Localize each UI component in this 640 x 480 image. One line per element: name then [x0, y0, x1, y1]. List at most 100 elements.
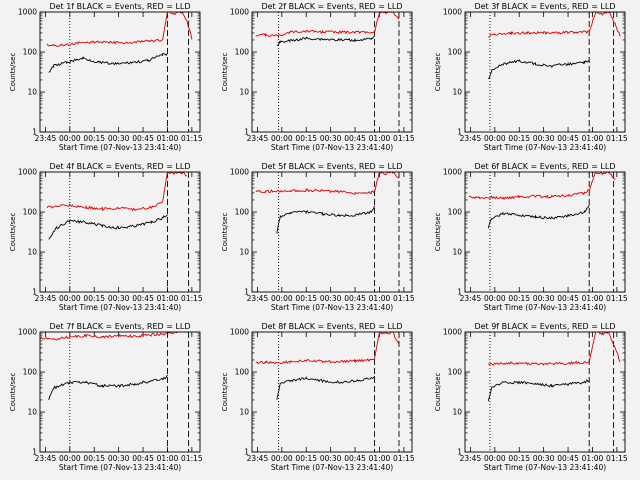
y-tick-label: 1 [32, 448, 37, 457]
x-tick-label: 01:00 [582, 134, 604, 143]
y-tick-label: 100 [23, 368, 38, 377]
y-tick-label: 1000 [230, 8, 249, 17]
events-rate-line [276, 35, 375, 47]
x-tick-label: 01:15 [606, 294, 628, 303]
x-tick-label: 00:30 [320, 454, 342, 463]
x-tick-label: 01:15 [606, 454, 628, 463]
events-rate-line [487, 58, 590, 80]
chart-title: Det 8f BLACK = Events, RED = LLD [261, 322, 402, 331]
plot-area [255, 332, 400, 452]
x-tick-label: 01:15 [606, 134, 628, 143]
plot-frame [464, 171, 626, 293]
x-tick-label: 00:15 [83, 454, 105, 463]
x-tick-label: 00:45 [344, 294, 366, 303]
lld-rate-line [488, 332, 621, 366]
x-axis-label: Start Time (07-Nov-13 23:41:40) [271, 303, 393, 312]
y-axis-label: Counts/sec [221, 373, 229, 412]
x-tick-label: 00:45 [557, 134, 579, 143]
y-tick-label: 10 [452, 88, 462, 97]
x-tick-label: 23:45 [247, 294, 269, 303]
lld-rate-line [46, 172, 188, 212]
x-tick-label: 00:15 [295, 134, 317, 143]
events-rate-line [487, 204, 590, 229]
x-tick-label: 01:00 [369, 454, 391, 463]
chart-title: Det 7f BLACK = Events, RED = LLD [49, 322, 190, 331]
plot-frame [251, 331, 413, 453]
plot-area [468, 172, 616, 292]
x-tick-label: 23:45 [247, 134, 269, 143]
detector-chart-7: Det 7f BLACK = Events, RED = LLD Counts/s… [9, 322, 203, 472]
x-tick-label: 00:00 [484, 294, 506, 303]
x-tick-label: 00:45 [344, 454, 366, 463]
x-tick-label: 00:30 [108, 454, 130, 463]
lld-rate-line [488, 12, 621, 38]
x-tick-label: 23:45 [35, 134, 57, 143]
lld-rate-line [255, 12, 400, 39]
x-axis-label: Start Time (07-Nov-13 23:41:40) [484, 303, 606, 312]
y-tick-label: 1 [457, 448, 462, 457]
plot-frame [39, 331, 201, 453]
x-tick-label: 01:00 [157, 294, 179, 303]
x-axis-label: Start Time (07-Nov-13 23:41:40) [59, 303, 181, 312]
y-tick-label: 1000 [18, 8, 37, 17]
y-axis-label: Counts/sec [9, 53, 17, 92]
plot-frame [464, 11, 626, 133]
y-axis-label: Counts/sec [221, 213, 229, 252]
y-tick-label: 10 [27, 408, 37, 417]
y-tick-label: 1000 [230, 168, 249, 177]
x-tick-label: 00:15 [508, 454, 530, 463]
x-tick-label: 00:45 [132, 294, 154, 303]
plot-area [487, 12, 621, 132]
y-tick-label: 100 [448, 208, 463, 217]
x-axis-label: Start Time (07-Nov-13 23:41:40) [484, 463, 606, 472]
x-tick-label: 01:15 [393, 454, 415, 463]
y-tick-label: 1 [32, 128, 37, 137]
x-tick-label: 01:00 [369, 134, 391, 143]
plot-frame [39, 11, 201, 133]
x-tick-label: 00:00 [484, 454, 506, 463]
y-axis-label: Counts/sec [434, 373, 442, 412]
y-tick-label: 100 [235, 48, 250, 57]
x-tick-label: 01:00 [157, 454, 179, 463]
x-tick-label: 00:45 [557, 454, 579, 463]
y-tick-label: 100 [448, 368, 463, 377]
chart-title: Det 9f BLACK = Events, RED = LLD [474, 322, 615, 331]
plot-area [40, 332, 190, 452]
x-tick-label: 00:15 [83, 294, 105, 303]
detector-chart-5: Det 5f BLACK = Events, RED = LLD Counts/s… [221, 162, 415, 312]
x-tick-label: 00:30 [108, 294, 130, 303]
x-tick-label: 23:45 [460, 294, 482, 303]
x-tick-label: 23:45 [247, 454, 269, 463]
x-tick-label: 01:00 [582, 454, 604, 463]
x-axis-label: Start Time (07-Nov-13 23:41:40) [271, 463, 393, 472]
detector-chart-8: Det 8f BLACK = Events, RED = LLD Counts/s… [221, 322, 415, 472]
lld-rate-line [40, 332, 180, 341]
y-tick-label: 100 [23, 48, 38, 57]
y-tick-label: 10 [27, 248, 37, 257]
plot-area [255, 172, 400, 292]
y-tick-label: 10 [452, 408, 462, 417]
x-tick-label: 00:15 [83, 134, 105, 143]
plot-area [46, 12, 193, 132]
x-tick-label: 00:00 [484, 134, 506, 143]
detector-chart-9: Det 9f BLACK = Events, RED = LLD Counts/s… [434, 322, 628, 472]
x-tick-label: 01:00 [582, 294, 604, 303]
y-axis-label: Counts/sec [434, 53, 442, 92]
x-tick-label: 00:00 [271, 454, 293, 463]
y-axis-label: Counts/sec [434, 213, 442, 252]
x-tick-label: 00:45 [132, 134, 154, 143]
y-tick-label: 10 [239, 88, 249, 97]
x-tick-label: 01:15 [393, 294, 415, 303]
events-rate-line [48, 52, 168, 73]
y-axis-label: Counts/sec [9, 373, 17, 412]
lld-rate-line [255, 172, 400, 195]
y-axis-label: Counts/sec [9, 213, 17, 252]
plot-frame [464, 331, 626, 453]
detector-chart-1: Det 1f BLACK = Events, RED = LLD Counts/s… [9, 2, 203, 152]
y-tick-label: 1 [457, 288, 462, 297]
y-tick-label: 1 [244, 448, 249, 457]
chart-title: Det 5f BLACK = Events, RED = LLD [261, 162, 402, 171]
x-tick-label: 01:15 [393, 134, 415, 143]
x-tick-label: 00:30 [533, 134, 555, 143]
